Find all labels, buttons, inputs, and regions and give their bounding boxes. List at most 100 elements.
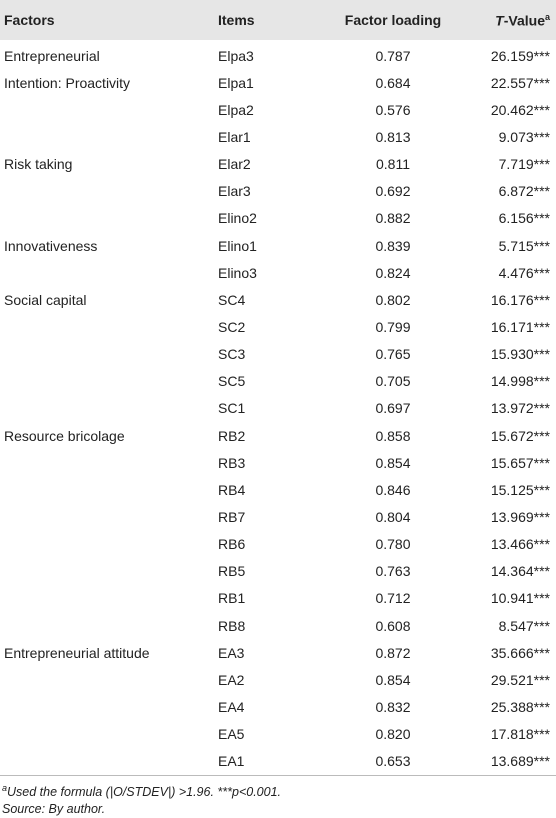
table-cell: Elpa3 <box>218 47 254 64</box>
table-cell: 6.872*** <box>498 183 550 200</box>
table-cell: 15.672*** <box>490 427 550 444</box>
table-cell: Elpa1 <box>218 74 254 91</box>
table-cell <box>0 341 218 368</box>
table-row: Resource bricolage RB2 0.858 15.672*** <box>0 422 556 449</box>
table-cell <box>0 123 218 150</box>
table-cell: Elar3 <box>218 183 251 200</box>
table-cell: SC1 <box>218 400 246 417</box>
table-cell: 8.547*** <box>498 617 550 634</box>
table-cell <box>0 96 218 123</box>
table-cell: RB3 <box>218 454 246 471</box>
table-cell: 0.813 <box>375 128 411 145</box>
table-cell <box>0 476 218 503</box>
table-row: Elar1 0.813 9.073*** <box>0 123 556 150</box>
header-sup: a <box>544 11 550 22</box>
table-cell: SC5 <box>218 373 246 390</box>
table-cell <box>0 666 218 693</box>
table-row: Social capital SC4 0.802 16.176*** <box>0 286 556 313</box>
header-italic: T <box>495 12 504 29</box>
table-cell: 0.854 <box>375 454 411 471</box>
header-cell: Factor loading <box>344 12 442 28</box>
table-cell: 0.832 <box>375 698 411 715</box>
table-cell: 10.941*** <box>490 590 550 607</box>
table-cell <box>0 693 218 720</box>
table-cell <box>0 747 218 776</box>
table-cell: Social capital <box>4 291 87 308</box>
table-cell: RB4 <box>218 481 246 498</box>
table-cell: SC4 <box>218 291 246 308</box>
header-text: -Value <box>503 12 545 29</box>
table-cell: RB8 <box>218 617 246 634</box>
table-cell: 22.557*** <box>490 74 550 91</box>
table-row: RB4 0.846 15.125*** <box>0 476 556 503</box>
table-cell: RB7 <box>218 508 246 525</box>
table-cell: 6.156*** <box>498 210 550 227</box>
table-row: Elar3 0.692 6.872*** <box>0 178 556 205</box>
table-row: RB7 0.804 13.969*** <box>0 503 556 530</box>
table-cell: 13.969*** <box>490 508 550 525</box>
table-row: EA1 0.653 13.689*** <box>0 747 556 776</box>
table-cell: 16.171*** <box>490 318 550 335</box>
table-cell: 15.125*** <box>490 481 550 498</box>
table-cell: EA4 <box>218 698 245 715</box>
footnote-sup: a <box>2 782 8 793</box>
table-cell: 17.818*** <box>490 726 550 743</box>
table-cell: 0.804 <box>375 508 411 525</box>
table-cell: 35.666*** <box>490 644 550 661</box>
table-cell: 0.858 <box>375 427 411 444</box>
table-cell: 13.689*** <box>458 747 556 776</box>
table-cell: Elar1 <box>218 128 251 145</box>
table-cell: 0.763 <box>375 563 411 580</box>
table-cell: 0.882 <box>375 210 411 227</box>
table-cell: Resource bricolage <box>4 427 125 444</box>
table-cell: RB5 <box>218 563 246 580</box>
table-row: RB1 0.712 10.941*** <box>0 585 556 612</box>
notes: aUsed the formula (|O/STDEV|) >1.96. ***… <box>0 780 556 818</box>
footnote: aUsed the formula (|O/STDEV|) >1.96. ***… <box>2 780 556 801</box>
table-cell: SC2 <box>218 318 246 335</box>
table-cell: 15.657*** <box>490 454 550 471</box>
table-cell: 0.839 <box>375 237 411 254</box>
table-row: Risk taking Elar2 0.811 7.719*** <box>0 151 556 178</box>
table-cell: EA3 <box>218 644 245 661</box>
table-row: RB6 0.780 13.466*** <box>0 531 556 558</box>
table-cell: 0.780 <box>375 536 411 553</box>
table-row: Intention: Proactivity Elpa1 0.684 22.557**… <box>0 69 556 96</box>
table-row: SC2 0.799 16.171*** <box>0 313 556 340</box>
table-row: EA5 0.820 17.818*** <box>0 721 556 748</box>
table-cell: 29.521*** <box>490 671 550 688</box>
table-row: Entrepreneurial Elpa3 0.787 26.159*** <box>0 40 556 69</box>
footnote-text: Used the formula (|O/STDEV|) >1.96. ***p… <box>7 784 282 799</box>
header-row: Factors Items Factor loading T-Valuea <box>0 0 556 40</box>
table-cell: 0.692 <box>375 183 411 200</box>
table-cell <box>0 612 218 639</box>
table-cell: EA5 <box>218 726 245 743</box>
table-cell <box>0 721 218 748</box>
table-cell: 0.872 <box>375 644 411 661</box>
table-cell: Entrepreneurial <box>4 47 100 64</box>
table-cell: EA2 <box>218 671 245 688</box>
table-cell: 15.930*** <box>490 346 550 363</box>
table-cell: 20.462*** <box>490 101 550 118</box>
table-cell: Elino1 <box>218 237 257 254</box>
table-cell <box>0 585 218 612</box>
table-cell: 16.176*** <box>490 291 550 308</box>
table-cell: RB1 <box>218 590 246 607</box>
table-cell: 0.824 <box>375 264 411 281</box>
table-cell: 13.972*** <box>490 400 550 417</box>
table-cell: 0.820 <box>375 726 411 743</box>
table-cell: 0.653 <box>328 747 458 776</box>
source: Source: By author. <box>2 801 106 816</box>
header-cell: Factors <box>4 12 55 28</box>
table-cell: Entrepreneurial attitude <box>4 644 150 661</box>
table-row: Elino3 0.824 4.476*** <box>0 259 556 286</box>
table-cell: Risk taking <box>4 156 73 173</box>
table-body: Entrepreneurial Elpa3 0.787 26.159*** Intent… <box>0 40 556 776</box>
table: Factors Items Factor loading T-Valuea En… <box>0 0 556 776</box>
table-cell: Elar2 <box>218 156 251 173</box>
table-cell <box>0 368 218 395</box>
table-cell: 0.697 <box>375 400 411 417</box>
table-cell: 0.854 <box>375 671 411 688</box>
table-cell: 0.608 <box>375 617 411 634</box>
